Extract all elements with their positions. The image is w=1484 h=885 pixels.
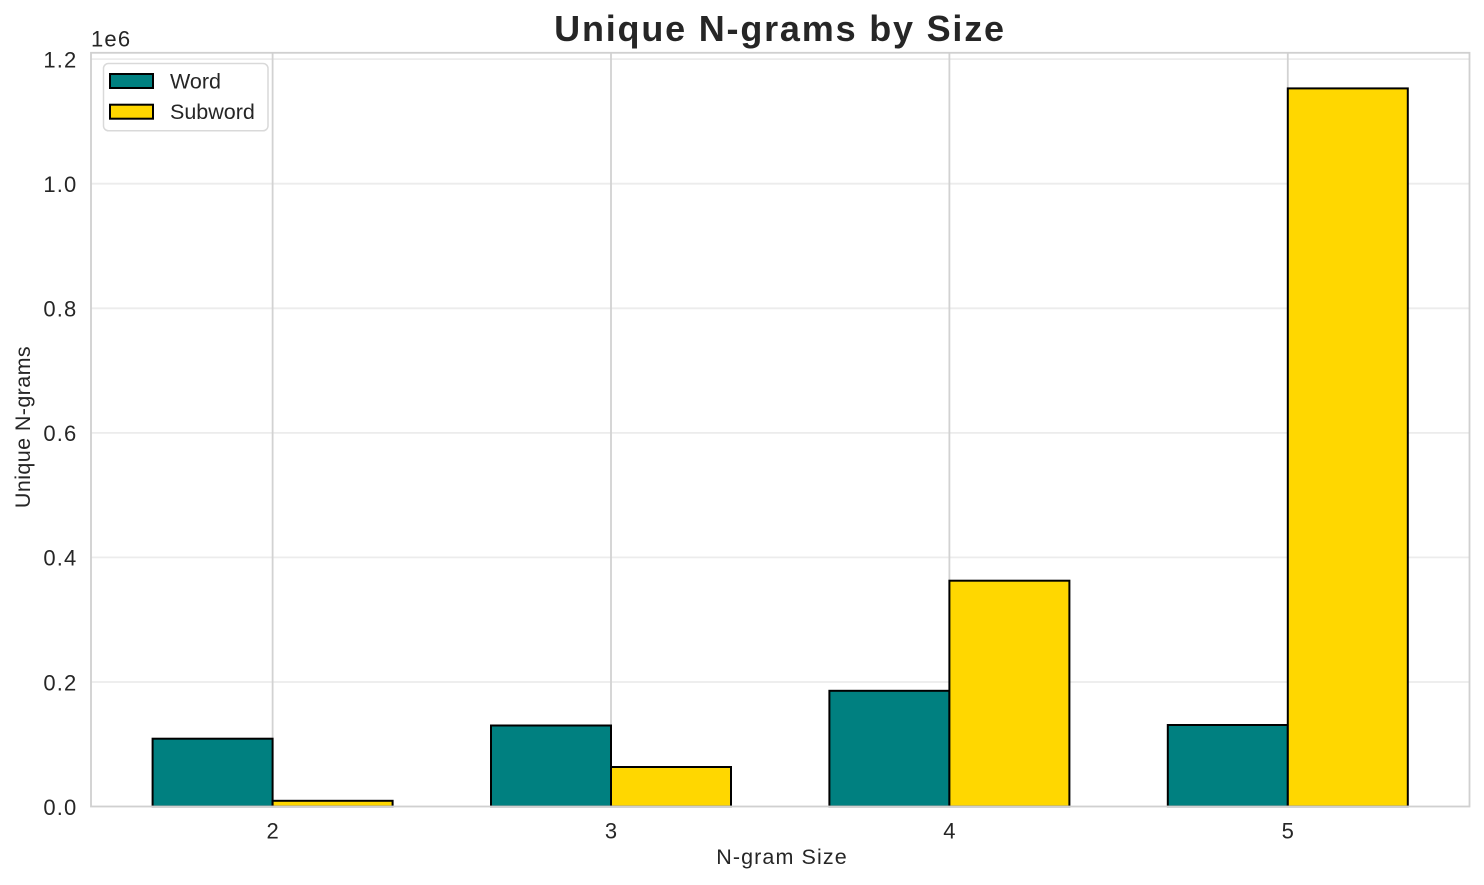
svg-text:0.2: 0.2 — [43, 670, 77, 695]
svg-text:1e6: 1e6 — [91, 27, 131, 52]
svg-text:0.4: 0.4 — [43, 546, 77, 571]
svg-text:2: 2 — [266, 818, 278, 843]
svg-text:Unique N-grams by Size: Unique N-grams by Size — [554, 8, 1006, 49]
svg-text:0.0: 0.0 — [43, 795, 77, 820]
svg-text:1.0: 1.0 — [43, 172, 77, 197]
svg-text:5: 5 — [1282, 818, 1294, 843]
svg-text:4: 4 — [943, 818, 955, 843]
svg-text:Unique N-grams: Unique N-grams — [11, 346, 35, 508]
svg-text:Subword: Subword — [170, 100, 255, 124]
svg-text:N-gram Size: N-gram Size — [716, 845, 848, 869]
svg-text:0.8: 0.8 — [43, 297, 77, 322]
svg-text:1.2: 1.2 — [43, 47, 77, 72]
svg-text:0.6: 0.6 — [43, 421, 77, 446]
svg-text:Word: Word — [170, 70, 221, 94]
svg-text:3: 3 — [605, 818, 617, 843]
